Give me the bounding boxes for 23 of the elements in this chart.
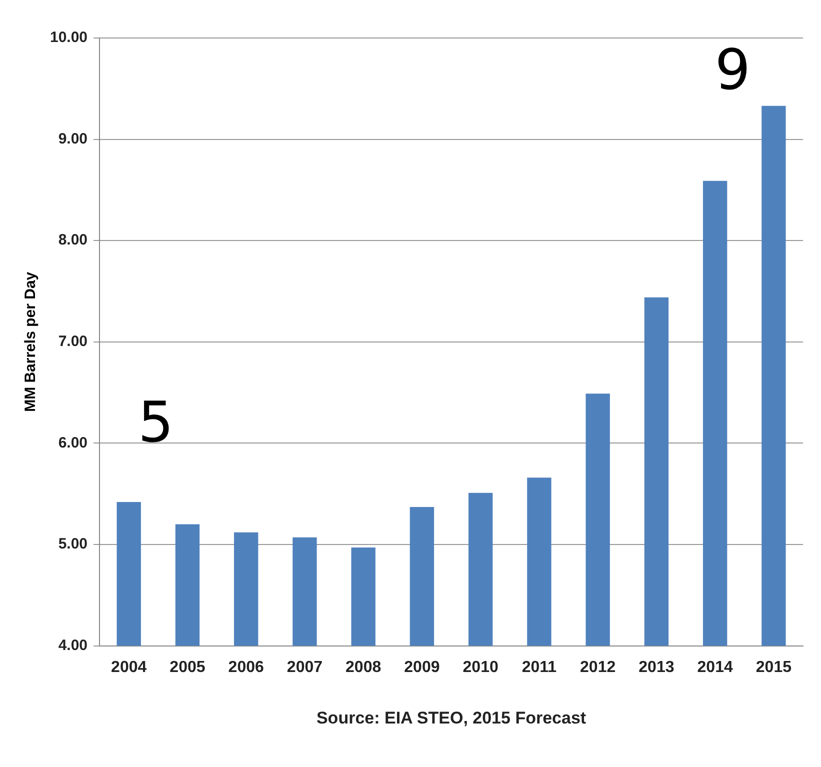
x-tick-label: 2007 — [286, 658, 323, 676]
x-tick-label: 2006 — [228, 658, 264, 676]
x-tick-label: 2010 — [462, 658, 498, 676]
y-tick-label: 10.00 — [50, 29, 88, 46]
y-axis-title: MM Barrels per Day — [22, 271, 40, 412]
y-tick-label: 9.00 — [58, 130, 88, 148]
x-tick-label: 2005 — [170, 658, 206, 676]
x-tick-label: 2008 — [346, 658, 382, 676]
x-tick-label: 2014 — [697, 658, 733, 676]
x-tick-label: 2004 — [111, 658, 147, 676]
y-tick-label: 7.00 — [58, 333, 88, 350]
x-tick-label: 2012 — [580, 658, 616, 676]
y-tick-label: 4.00 — [58, 636, 88, 654]
x-tick-label: 2013 — [638, 658, 674, 676]
x-tick-label: 2015 — [756, 658, 792, 676]
y-tick-label: 8.00 — [58, 232, 88, 249]
annotation: 5 — [138, 390, 174, 456]
x-tick-label: 2009 — [404, 658, 440, 676]
x-tick-label: 2011 — [522, 658, 557, 676]
y-tick-label: 5.00 — [58, 536, 88, 553]
source-note: Source: EIA STEO, 2015 Forecast — [316, 708, 586, 728]
annotation: 9 — [714, 38, 750, 104]
y-tick-label: 6.00 — [58, 434, 88, 452]
